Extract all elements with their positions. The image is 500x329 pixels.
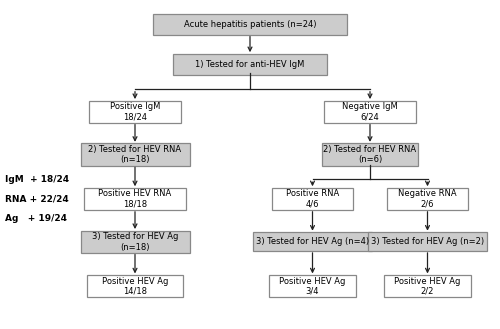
FancyBboxPatch shape: [87, 275, 184, 297]
Text: Positive HEV Ag
14/18: Positive HEV Ag 14/18: [102, 277, 168, 296]
Text: 2) Tested for HEV RNA
(n=6): 2) Tested for HEV RNA (n=6): [324, 145, 416, 164]
FancyBboxPatch shape: [253, 232, 372, 251]
FancyBboxPatch shape: [153, 14, 347, 35]
Text: 3) Tested for HEV Ag (n=4): 3) Tested for HEV Ag (n=4): [256, 237, 369, 246]
Text: Positive HEV RNA
18/18: Positive HEV RNA 18/18: [98, 190, 172, 209]
Text: Positive HEV Ag
2/2: Positive HEV Ag 2/2: [394, 277, 460, 296]
Text: Positive HEV Ag
3/4: Positive HEV Ag 3/4: [280, 277, 345, 296]
Text: Positive RNA
4/6: Positive RNA 4/6: [286, 190, 339, 209]
Text: 3) Tested for HEV Ag
(n=18): 3) Tested for HEV Ag (n=18): [92, 232, 178, 251]
Text: Positive IgM
18/24: Positive IgM 18/24: [110, 102, 160, 121]
FancyBboxPatch shape: [384, 275, 471, 297]
Text: 2) Tested for HEV RNA
(n=18): 2) Tested for HEV RNA (n=18): [88, 145, 182, 164]
FancyBboxPatch shape: [272, 188, 353, 210]
FancyBboxPatch shape: [322, 143, 418, 166]
Text: Negative IgM
6/24: Negative IgM 6/24: [342, 102, 398, 121]
FancyBboxPatch shape: [84, 188, 186, 210]
FancyBboxPatch shape: [80, 143, 190, 166]
FancyBboxPatch shape: [368, 232, 487, 251]
Text: Ag   + 19/24: Ag + 19/24: [5, 214, 67, 223]
Text: RNA + 22/24: RNA + 22/24: [5, 194, 69, 204]
Text: Acute hepatitis patients (n=24): Acute hepatitis patients (n=24): [184, 20, 316, 29]
FancyBboxPatch shape: [269, 275, 356, 297]
FancyBboxPatch shape: [324, 101, 416, 123]
Text: 1) Tested for anti-HEV IgM: 1) Tested for anti-HEV IgM: [196, 60, 304, 69]
FancyBboxPatch shape: [80, 231, 190, 253]
FancyBboxPatch shape: [387, 188, 468, 210]
FancyBboxPatch shape: [173, 54, 327, 74]
Text: IgM  + 18/24: IgM + 18/24: [5, 175, 69, 184]
Text: 3) Tested for HEV Ag (n=2): 3) Tested for HEV Ag (n=2): [371, 237, 484, 246]
Text: Negative RNA
2/6: Negative RNA 2/6: [398, 190, 457, 209]
FancyBboxPatch shape: [90, 101, 181, 123]
